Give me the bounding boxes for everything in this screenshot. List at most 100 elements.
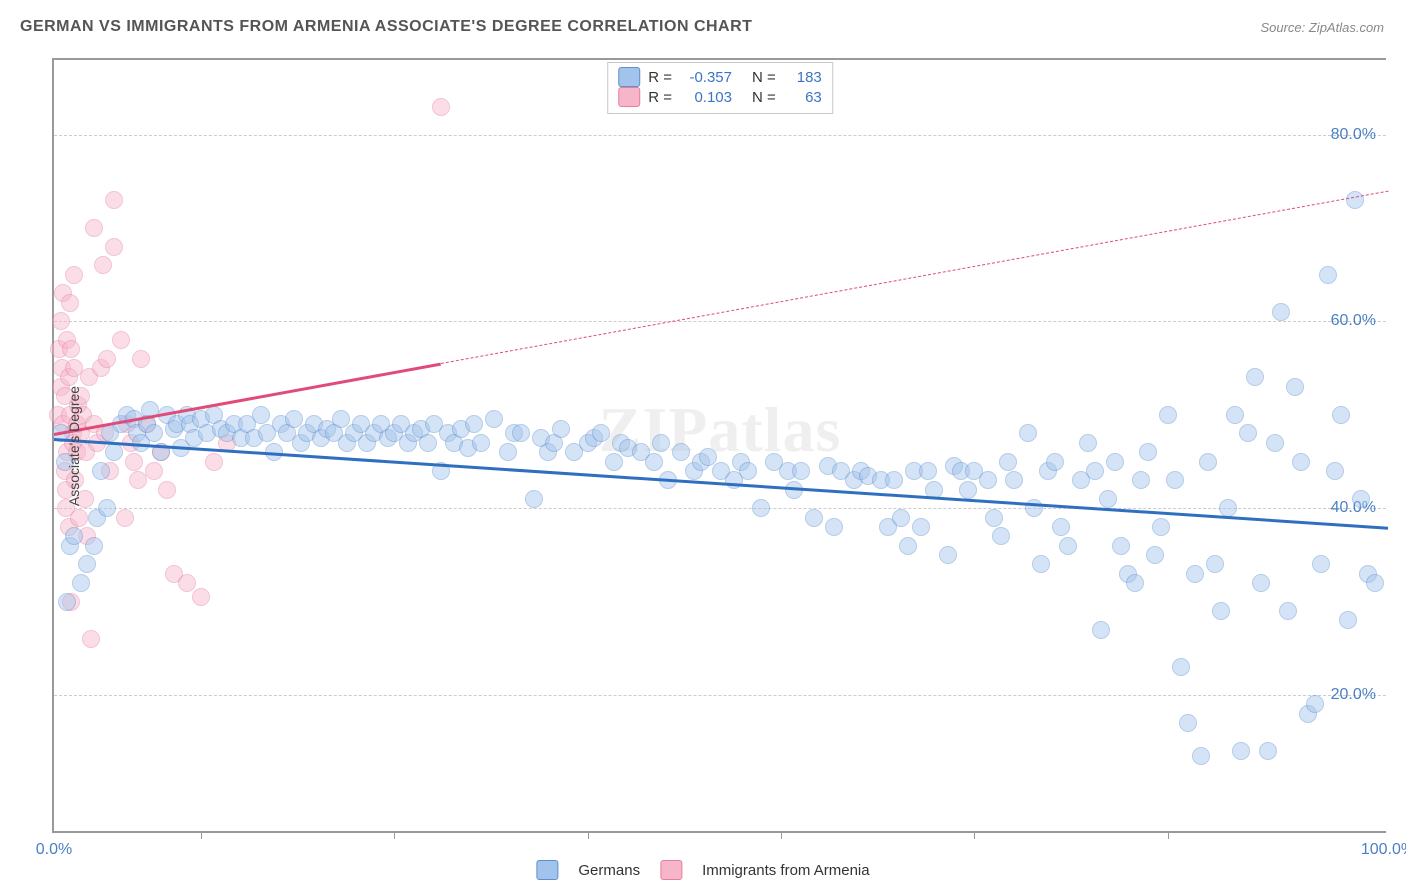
y-tick-label: 80.0%: [1331, 126, 1376, 144]
point-germans: [739, 462, 757, 480]
point-germans: [1099, 490, 1117, 508]
point-germans: [252, 406, 270, 424]
point-germans: [1179, 714, 1197, 732]
point-armenia: [125, 453, 143, 471]
point-germans: [992, 527, 1010, 545]
point-germans: [1272, 303, 1290, 321]
gridline: [54, 135, 1386, 136]
page-title: GERMAN VS IMMIGRANTS FROM ARMENIA ASSOCI…: [20, 18, 752, 36]
point-germans: [752, 499, 770, 517]
point-armenia: [432, 98, 450, 116]
gridline: [54, 695, 1386, 696]
point-germans: [912, 518, 930, 536]
point-armenia: [145, 462, 163, 480]
trendline-armenia: [441, 191, 1388, 364]
point-germans: [65, 527, 83, 545]
point-germans: [465, 415, 483, 433]
point-germans: [1306, 695, 1324, 713]
x-tick-mark: [1168, 831, 1169, 839]
point-germans: [1252, 574, 1270, 592]
series-legend: Germans Immigrants from Armenia: [536, 860, 869, 880]
point-germans: [1139, 443, 1157, 461]
point-germans: [552, 420, 570, 438]
point-germans: [919, 462, 937, 480]
point-germans: [1186, 565, 1204, 583]
n-label: N =: [752, 69, 776, 86]
point-germans: [1266, 434, 1284, 452]
point-germans: [1312, 555, 1330, 573]
point-armenia: [52, 312, 70, 330]
legend-label-armenia: Immigrants from Armenia: [702, 862, 870, 879]
x-tick-mark: [588, 831, 589, 839]
swatch-armenia: [618, 87, 640, 107]
point-germans: [652, 434, 670, 452]
r-label: R =: [648, 69, 672, 86]
swatch-germans: [536, 860, 558, 880]
point-germans: [1166, 471, 1184, 489]
point-germans: [285, 410, 303, 428]
point-armenia: [85, 219, 103, 237]
x-tick-mark: [974, 831, 975, 839]
y-axis-label: Associate's Degree: [66, 386, 82, 506]
point-germans: [525, 490, 543, 508]
point-armenia: [70, 509, 88, 527]
point-armenia: [116, 509, 134, 527]
point-germans: [1246, 368, 1264, 386]
swatch-germans: [618, 67, 640, 87]
point-germans: [1046, 453, 1064, 471]
point-germans: [419, 434, 437, 452]
n-label: N =: [752, 89, 776, 106]
gridline: [54, 321, 1386, 322]
point-armenia: [82, 630, 100, 648]
point-armenia: [94, 256, 112, 274]
point-armenia: [65, 266, 83, 284]
point-armenia: [62, 340, 80, 358]
point-germans: [805, 509, 823, 527]
r-label: R =: [648, 89, 672, 106]
point-germans: [1232, 742, 1250, 760]
point-germans: [1239, 424, 1257, 442]
x-tick-label: 0.0%: [36, 841, 72, 859]
n-value-armenia: 63: [784, 89, 822, 106]
point-germans: [672, 443, 690, 461]
point-germans: [332, 410, 350, 428]
n-value-germans: 183: [784, 69, 822, 86]
point-germans: [892, 509, 910, 527]
point-germans: [1219, 499, 1237, 517]
legend-label-germans: Germans: [578, 862, 640, 879]
point-germans: [699, 448, 717, 466]
point-germans: [1259, 742, 1277, 760]
x-tick-mark: [201, 831, 202, 839]
swatch-armenia: [660, 860, 682, 880]
point-germans: [1172, 658, 1190, 676]
y-tick-label: 60.0%: [1331, 312, 1376, 330]
point-germans: [98, 499, 116, 517]
point-germans: [1226, 406, 1244, 424]
point-germans: [592, 424, 610, 442]
x-tick-mark: [781, 831, 782, 839]
point-germans: [485, 410, 503, 428]
point-germans: [1192, 747, 1210, 765]
point-germans: [1005, 471, 1023, 489]
point-germans: [1079, 434, 1097, 452]
point-germans: [92, 462, 110, 480]
point-germans: [1206, 555, 1224, 573]
point-germans: [1332, 406, 1350, 424]
point-germans: [78, 555, 96, 573]
point-germans: [472, 434, 490, 452]
point-germans: [1052, 518, 1070, 536]
point-germans: [1346, 191, 1364, 209]
point-germans: [959, 481, 977, 499]
point-germans: [1366, 574, 1384, 592]
trendline-germans: [54, 438, 1388, 530]
point-germans: [999, 453, 1017, 471]
point-germans: [85, 537, 103, 555]
point-germans: [1092, 621, 1110, 639]
stats-row-germans: R = -0.357 N = 183: [618, 67, 822, 87]
point-germans: [1339, 611, 1357, 629]
point-germans: [792, 462, 810, 480]
point-germans: [1106, 453, 1124, 471]
point-germans: [885, 471, 903, 489]
point-germans: [72, 574, 90, 592]
point-germans: [1279, 602, 1297, 620]
